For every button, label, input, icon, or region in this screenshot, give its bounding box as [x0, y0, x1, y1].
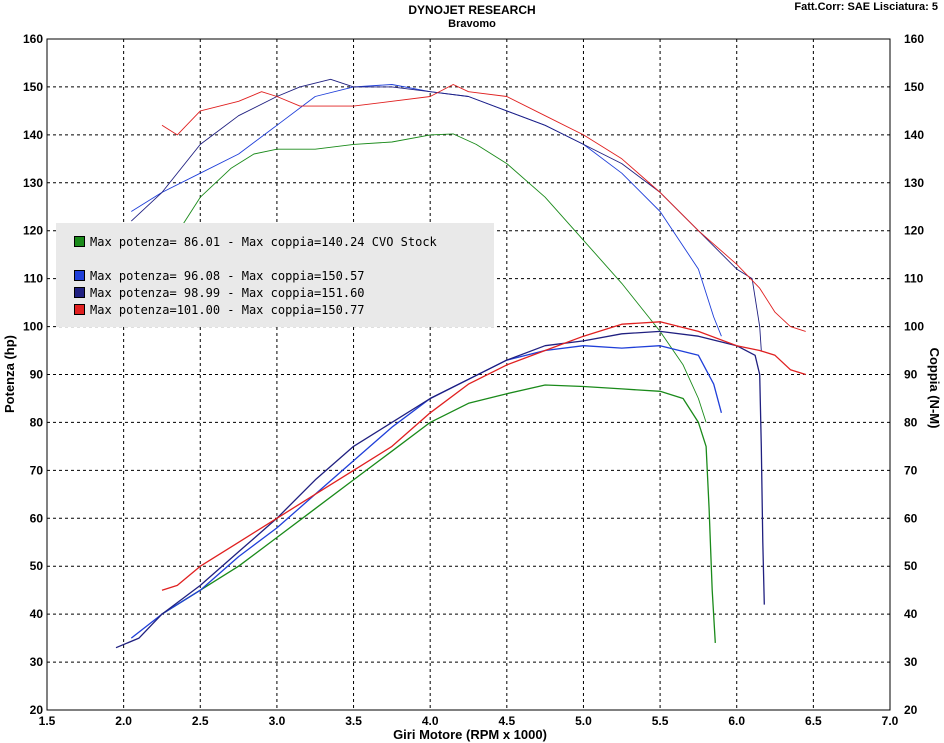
legend-swatch [74, 270, 85, 281]
y-tick-label-right: 20 [904, 703, 918, 717]
x-tick-label: 4.5 [498, 714, 515, 728]
legend-label: Max potenza= 96.08 - Max coppia=150.57 [90, 269, 365, 283]
y-tick-label-right: 160 [904, 32, 924, 46]
x-tick-label: 5.5 [652, 714, 669, 728]
legend-label: Max potenza=101.00 - Max coppia=150.77 [90, 303, 365, 317]
y-tick-label-right: 60 [904, 511, 918, 525]
y-tick-label-left: 80 [30, 415, 44, 429]
y-tick-label-right: 150 [904, 80, 924, 94]
x-tick-label: 3.0 [269, 714, 286, 728]
legend-label: Max potenza= 86.01 - Max coppia=140.24 C… [90, 235, 437, 249]
y-tick-label-left: 140 [23, 128, 43, 142]
y-tick-label-right: 70 [904, 463, 918, 477]
series-line-torque-5 [130, 78, 762, 351]
legend-item-red: Max potenza=101.00 - Max coppia=150.77 [74, 303, 365, 317]
x-tick-label: 3.5 [345, 714, 362, 728]
series-line-torque-7 [161, 84, 806, 332]
y-tick-label-left: 130 [23, 176, 43, 190]
y-tick-label-right: 100 [904, 320, 924, 334]
y-tick-label-left: 120 [23, 224, 43, 238]
x-tick-label: 5.0 [575, 714, 592, 728]
y-tick-label-right: 30 [904, 655, 918, 669]
legend-box: Max potenza= 86.01 - Max coppia=140.24 C… [56, 223, 494, 327]
y-tick-label-right: 90 [904, 368, 918, 382]
y-tick-label-left: 110 [24, 272, 44, 286]
y-tick-label-left: 90 [30, 368, 44, 382]
y-tick-label-left: 150 [23, 80, 43, 94]
legend-swatch [74, 304, 85, 315]
x-axis-label: Giri Motore (RPM x 1000) [393, 727, 547, 742]
legend-swatch [74, 236, 85, 247]
legend-item-blue: Max potenza= 96.08 - Max coppia=150.57 [74, 269, 365, 283]
series-line-power-4 [115, 330, 765, 649]
x-tick-label: 6.0 [728, 714, 745, 728]
correction-info: Fatt.Corr: SAE Lisciatura: 5 [794, 1, 938, 13]
x-tick-label: 2.5 [192, 714, 209, 728]
grid-lines [47, 39, 890, 710]
x-tick-label: 4.0 [422, 714, 439, 728]
series-line-power-6 [161, 321, 806, 591]
y-tick-label-right: 40 [904, 607, 918, 621]
x-tick-label: 1.5 [39, 714, 56, 728]
x-tick-label: 6.5 [805, 714, 822, 728]
y-tick-label-left: 40 [30, 607, 44, 621]
legend-swatch [74, 287, 85, 298]
series-line-power-0 [161, 384, 716, 643]
chart-subtitle: Bravomo [448, 18, 496, 30]
y-tick-labels-right: 20 30 40 50 60 70 80 90 100 110 120 130 140 150 160 [904, 32, 924, 717]
y-tick-label-left: 50 [30, 559, 44, 573]
x-tick-label: 2.0 [115, 714, 132, 728]
y-axis-label-right: Coppia (N-M) [927, 348, 942, 429]
y-tick-label-right: 110 [904, 272, 924, 286]
y-tick-label-right: 80 [904, 415, 918, 429]
series-group [115, 78, 806, 649]
y-tick-label-left: 60 [30, 511, 44, 525]
y-tick-label-left: 20 [30, 703, 44, 717]
x-tick-label: 7.0 [882, 714, 899, 728]
y-tick-label-left: 160 [23, 32, 43, 46]
y-tick-label-right: 120 [904, 224, 924, 238]
y-tick-label-right: 140 [904, 128, 924, 142]
y-tick-label-right: 130 [904, 176, 924, 190]
y-tick-labels-left: 20 30 40 50 60 70 80 90 100 110 120 130 140 150 160 [23, 32, 43, 717]
legend-label: Max potenza= 98.99 - Max coppia=151.60 [90, 286, 365, 300]
x-tick-labels: 1.5 2.0 2.5 3.0 3.5 4.0 4.5 5.0 5.5 6.0 6.5 7.0 [39, 714, 899, 728]
y-axis-label-left: Potenza (hp) [2, 335, 17, 413]
legend-item-navy: Max potenza= 98.99 - Max coppia=151.60 [74, 286, 365, 300]
plot-frame [46, 38, 891, 711]
chart-title: DYNOJET RESEARCH [408, 3, 536, 17]
y-tick-label-right: 50 [904, 559, 918, 573]
y-tick-label-left: 30 [30, 655, 44, 669]
legend-item-green: Max potenza= 86.01 - Max coppia=140.24 C… [74, 235, 437, 249]
y-tick-label-left: 100 [23, 320, 43, 334]
y-tick-label-left: 70 [30, 463, 44, 477]
